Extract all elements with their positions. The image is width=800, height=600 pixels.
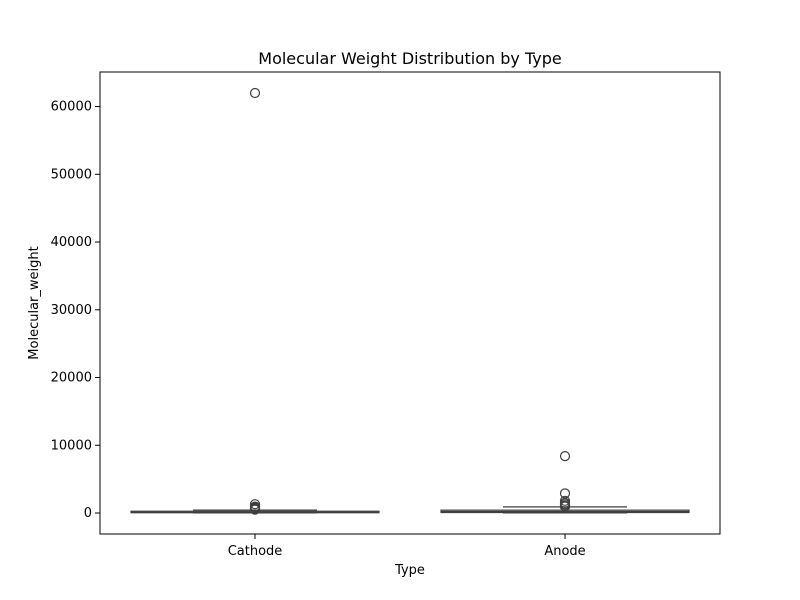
chart-title: Molecular Weight Distribution by Type [258, 49, 561, 68]
outlier-point [559, 450, 571, 462]
y-tick-label: 40000 [51, 235, 92, 250]
box-anode [440, 450, 690, 514]
box-cathode [130, 87, 380, 515]
x-axis: Cathode Anode [228, 534, 586, 559]
y-tick-label: 20000 [51, 371, 92, 386]
y-tick-label: 30000 [51, 303, 92, 318]
x-tick-label: Anode [544, 544, 585, 559]
y-tick-label: 60000 [51, 100, 92, 115]
plot-area [99, 71, 721, 535]
x-axis-label: Type [394, 563, 425, 578]
outlier-point [559, 501, 571, 512]
y-tick-label: 0 [84, 506, 92, 521]
outlier-point [249, 504, 261, 515]
plot-frame [99, 71, 721, 535]
y-axis: 0 10000 20000 30000 40000 50000 60000 [51, 100, 100, 521]
x-tick-label: Cathode [228, 544, 283, 559]
y-tick-label: 50000 [51, 167, 92, 182]
outlier-point [249, 87, 261, 99]
y-axis-label: Molecular_weight [27, 246, 42, 359]
boxes-layer [130, 87, 690, 515]
y-tick-label: 10000 [51, 438, 92, 453]
